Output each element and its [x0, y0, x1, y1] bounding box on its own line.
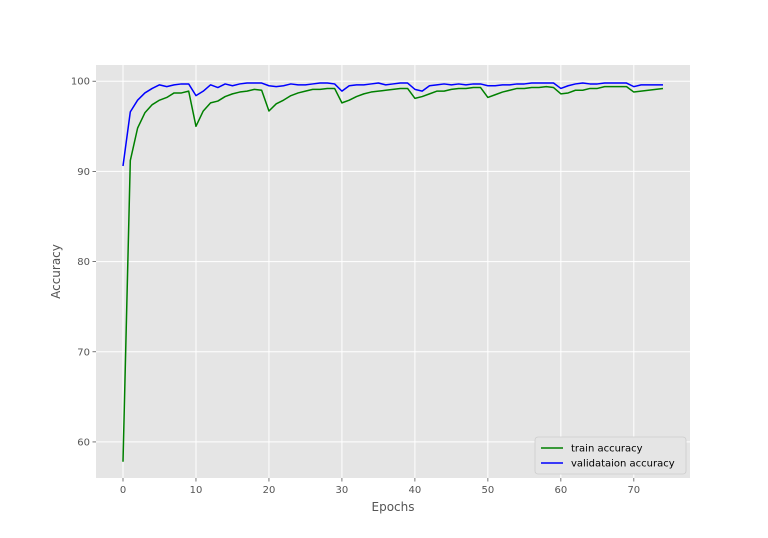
- y-tick-label: 100: [71, 77, 90, 88]
- x-tick-label: 50: [481, 485, 494, 496]
- x-tick-label: 60: [554, 485, 567, 496]
- y-tick-label: 60: [77, 437, 90, 448]
- legend-label-train: train accuracy: [571, 444, 643, 455]
- x-tick-label: 70: [627, 485, 640, 496]
- y-tick-label: 80: [77, 257, 90, 268]
- x-tick-label: 40: [409, 485, 422, 496]
- plot-area: [96, 65, 690, 478]
- legend-label-validation: validataion accuracy: [571, 459, 675, 470]
- x-axis-label: Epochs: [372, 500, 415, 514]
- y-axis-label: Accuracy: [49, 244, 63, 299]
- y-tick-label: 70: [77, 347, 90, 358]
- x-tick-label: 20: [263, 485, 276, 496]
- train-accuracy-line: [122, 85, 664, 462]
- x-tick-label: 10: [190, 485, 203, 496]
- x-tick-label: 0: [120, 485, 126, 496]
- series-lines: [122, 82, 664, 462]
- y-tick-label: 90: [77, 167, 90, 178]
- legend-box: [534, 436, 687, 475]
- grid-lines: [96, 65, 690, 478]
- validation-accuracy-line: [122, 82, 663, 167]
- x-tick-label: 30: [336, 485, 349, 496]
- axis-ticks: 0 10 20 30 40 50 60 70 60 70 80 90 100: [71, 77, 640, 496]
- legend: train accuracy validataion accuracy: [534, 436, 687, 475]
